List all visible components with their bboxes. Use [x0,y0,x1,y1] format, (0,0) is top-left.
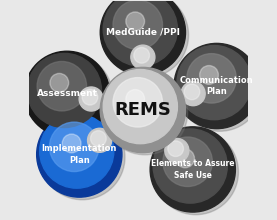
Circle shape [91,131,106,146]
Circle shape [27,54,113,139]
Circle shape [126,12,145,31]
Circle shape [177,46,262,131]
Circle shape [150,127,235,212]
Circle shape [176,149,194,168]
Circle shape [168,141,183,156]
Circle shape [113,0,163,50]
Circle shape [50,122,99,172]
Circle shape [165,138,189,163]
Circle shape [187,54,236,103]
Text: Assessment: Assessment [37,89,98,98]
Text: Implementation
Plan: Implementation Plan [42,145,117,165]
Circle shape [153,129,238,215]
Circle shape [37,61,87,111]
Circle shape [184,84,200,100]
Circle shape [177,46,251,120]
Circle shape [134,48,150,63]
Circle shape [200,66,218,84]
Circle shape [163,137,212,187]
Circle shape [40,114,114,188]
Circle shape [100,0,186,75]
Circle shape [88,128,112,152]
Circle shape [153,129,227,203]
Circle shape [100,67,186,153]
Circle shape [82,89,98,105]
Circle shape [181,82,205,106]
Circle shape [50,73,69,92]
Circle shape [103,70,177,144]
Circle shape [113,78,163,127]
Circle shape [37,112,122,197]
Text: Elements to Assure
Safe Use: Elements to Assure Safe Use [151,160,235,180]
Circle shape [79,87,103,111]
Circle shape [126,90,145,108]
Circle shape [40,114,125,200]
Circle shape [102,70,188,155]
Circle shape [27,53,101,128]
Text: REMS: REMS [114,101,171,119]
Text: Communication
Plan: Communication Plan [180,76,253,96]
Circle shape [62,134,81,153]
Circle shape [174,43,259,129]
Circle shape [131,45,155,69]
Text: MedGuide /PPI: MedGuide /PPI [106,28,180,37]
Circle shape [24,51,110,136]
Circle shape [103,0,177,66]
Circle shape [103,0,189,78]
